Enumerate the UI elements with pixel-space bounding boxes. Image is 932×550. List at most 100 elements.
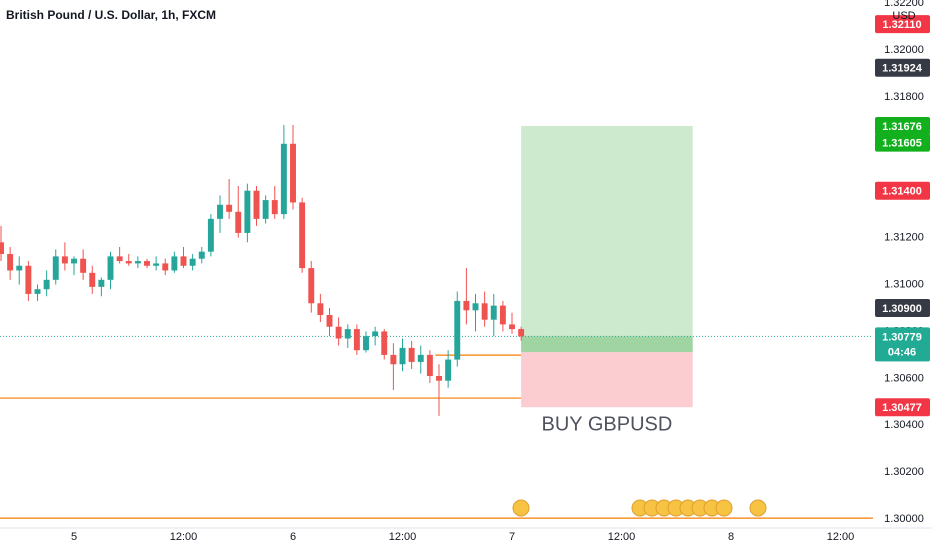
candle-body [89, 272, 96, 287]
candle-body [0, 242, 4, 255]
candle-body [417, 354, 424, 362]
candle-body [299, 202, 306, 269]
candle-body [180, 256, 187, 266]
price-tag-label: 1.32110 [882, 19, 921, 31]
candle-body [217, 204, 223, 219]
candle-body [52, 256, 59, 280]
open-profit-zone [521, 336, 693, 353]
candle-body [271, 200, 278, 215]
candle-body [244, 190, 251, 233]
candle-body [43, 279, 50, 290]
currency-label: USD [892, 10, 915, 22]
candle-body [317, 303, 324, 316]
y-tick-label: 1.30000 [884, 513, 924, 525]
candle-body [308, 268, 315, 304]
x-tick-label: 5 [71, 531, 77, 543]
candle-body [390, 354, 397, 365]
candle-body [198, 251, 205, 259]
candle-body [335, 326, 342, 339]
x-tick-label: 12:00 [389, 531, 417, 543]
candle-body [436, 376, 442, 381]
price-tag-label: 1.31605 [882, 138, 922, 150]
candle-body [363, 336, 369, 351]
price-tag [875, 181, 930, 200]
price-tag [875, 398, 930, 417]
candle-body [7, 254, 14, 271]
price-tag [875, 58, 930, 77]
event-icon[interactable] [749, 499, 767, 517]
candle-body [353, 329, 360, 351]
candle-body [509, 324, 515, 330]
candle-body [262, 200, 269, 219]
y-tick-label: 1.31800 [884, 91, 924, 103]
candle-body [290, 143, 296, 203]
candle-body [381, 331, 388, 355]
price-tag-label: 1.31676 [882, 121, 922, 133]
candle-body [499, 305, 506, 325]
candle-body [162, 263, 169, 271]
candle-body [344, 329, 351, 339]
x-tick-label: 6 [290, 531, 296, 543]
x-tick-label: 8 [728, 531, 734, 543]
candle-body [144, 261, 150, 266]
candle-body [153, 263, 160, 266]
x-tick-label: 12:00 [608, 531, 636, 543]
price-tag [875, 298, 930, 317]
candle-body [490, 305, 497, 320]
x-tick-label: 7 [509, 531, 515, 543]
candle-body [472, 303, 479, 311]
y-tick-label: 1.32200 [884, 0, 924, 9]
candle-body [399, 347, 406, 365]
candle-body [481, 303, 488, 320]
candle-body [16, 265, 23, 271]
price-tag-label: 1.30900 [882, 303, 922, 315]
y-tick-label: 1.30600 [884, 372, 924, 384]
candle-body [408, 347, 415, 362]
candle-body [463, 300, 470, 311]
candle-body [445, 359, 452, 381]
countdown-label: 04:46 [888, 346, 916, 358]
candle-body [71, 258, 77, 264]
price-tag [875, 133, 930, 152]
price-tag [875, 15, 930, 34]
event-icon[interactable] [715, 499, 733, 517]
candle-body [189, 258, 196, 266]
price-tag-label: 1.31400 [882, 186, 922, 198]
chart-title: British Pound / U.S. Dollar, 1h, FXCM [6, 8, 216, 22]
candle-body [372, 331, 379, 337]
y-tick-label: 1.30400 [884, 419, 924, 431]
price-tag-label: 1.30477 [882, 402, 922, 414]
candle-body [25, 265, 32, 294]
candle-body [226, 204, 233, 212]
candle-body [61, 256, 68, 264]
candle-body [134, 261, 141, 264]
candle-body [171, 256, 178, 271]
candle-body [235, 211, 242, 233]
candle-body [125, 261, 132, 264]
y-tick-label: 1.30200 [884, 466, 924, 478]
candle-body [34, 289, 41, 294]
event-icons [512, 499, 767, 517]
current-price-tag [875, 327, 930, 362]
candle-body [116, 256, 123, 262]
candle-body [454, 300, 461, 360]
candle-body [253, 190, 260, 219]
price-tag [875, 116, 930, 135]
y-tick-label: 1.32000 [884, 44, 924, 56]
x-tick-label: 12:00 [827, 531, 855, 543]
y-tick-label: 1.31200 [884, 232, 924, 244]
current-price-label: 1.30779 [882, 331, 922, 343]
y-tick-label: 1.31000 [884, 278, 924, 290]
position-label: BUY GBPUSD [542, 413, 673, 435]
candle-body [98, 279, 105, 287]
candle-body [107, 256, 114, 280]
candle-body [326, 315, 333, 327]
candle-body [207, 218, 214, 252]
x-tick-label: 12:00 [170, 531, 198, 543]
target-zone [521, 125, 693, 353]
candle-body [518, 329, 525, 337]
candle-body [426, 354, 433, 377]
event-icon[interactable] [512, 499, 530, 517]
